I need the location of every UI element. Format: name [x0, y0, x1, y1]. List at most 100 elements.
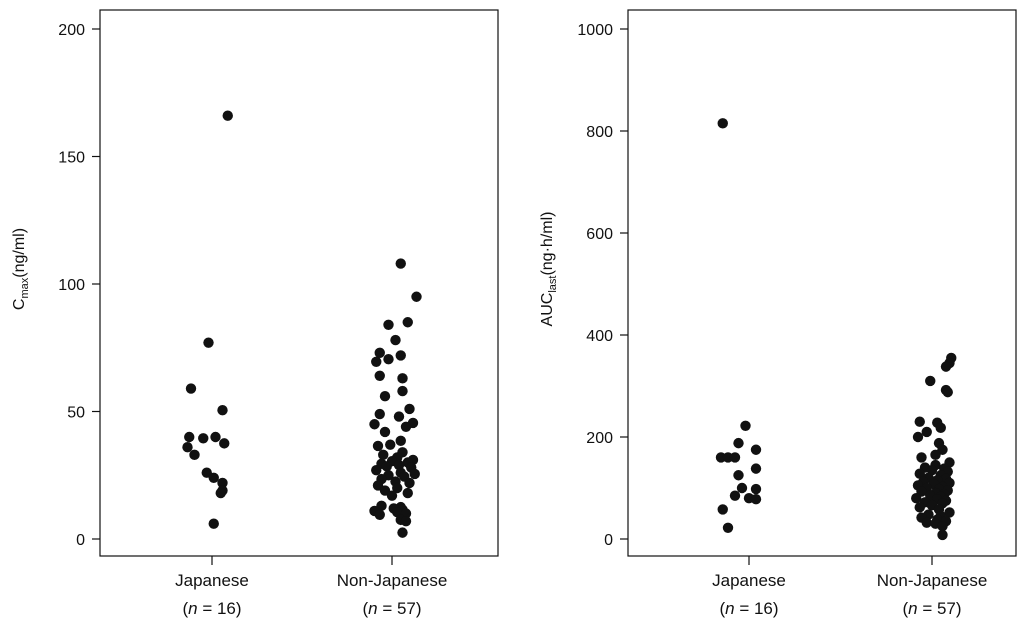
data-point [395, 435, 406, 447]
data-point [371, 464, 382, 476]
data-point [940, 361, 952, 372]
data-point [381, 461, 392, 472]
data-point [409, 468, 420, 480]
category-label: Non-Japanese [337, 571, 448, 590]
data-point [750, 494, 762, 505]
data-point [397, 385, 408, 397]
data-point [402, 487, 413, 499]
data-point [729, 452, 741, 463]
data-point [395, 258, 406, 269]
y-tick-label: 800 [586, 124, 613, 141]
data-point [390, 334, 401, 346]
data-point [914, 416, 925, 427]
data-point [740, 420, 751, 431]
y-tick-label: 200 [586, 430, 613, 447]
data-point [397, 527, 408, 538]
data-point [385, 439, 396, 450]
y-axis-label-unit: (ng/ml) [11, 228, 28, 278]
data-point [185, 383, 197, 394]
y-tick-label: 100 [58, 277, 85, 294]
data-point [935, 422, 946, 434]
data-point [208, 472, 219, 483]
data-point [750, 483, 762, 495]
plot-frame [99, 9, 499, 557]
y-axis-label: Cmax(ng/ml) [11, 228, 31, 310]
y-tick-label: 1000 [577, 22, 613, 39]
y-axis-label-main: C [11, 299, 28, 311]
data-point [914, 502, 925, 513]
data-point [733, 470, 744, 481]
y-axis-label-unit: (ng·h/ml) [539, 212, 556, 276]
data-point [383, 354, 394, 365]
data-point [219, 438, 230, 449]
data-point [729, 490, 741, 501]
y-tick-label: 150 [58, 150, 85, 167]
data-point [392, 482, 403, 494]
data-point [386, 490, 398, 501]
data-point [930, 449, 941, 461]
data-point [374, 370, 385, 381]
y-tick-label: 200 [58, 22, 85, 39]
data-point [402, 317, 413, 328]
y-axis-label: AUClast(ng·h/ml) [539, 212, 559, 327]
y-tick-label: 50 [67, 405, 85, 422]
data-point [379, 391, 391, 402]
y-axis-label-subscript: max [19, 277, 31, 298]
data-point [736, 482, 748, 494]
data-point [203, 337, 214, 348]
category-n-label: (n = 16) [182, 599, 241, 618]
data-point [942, 386, 953, 398]
category-n-label: (n = 16) [719, 599, 778, 618]
data-point [222, 110, 233, 121]
data-point [400, 421, 412, 432]
data-point [198, 433, 209, 444]
data-point [184, 431, 195, 443]
data-point [750, 463, 762, 474]
data-point [411, 291, 422, 302]
data-point [397, 373, 408, 384]
data-point [911, 493, 922, 504]
data-point [215, 487, 226, 499]
data-point [378, 449, 389, 461]
cmax-panel: 0 50 100 150 200 Cmax(ng/ml) Japanese (n = 16) N… [11, 9, 499, 618]
data-point [921, 426, 932, 438]
data-point [372, 440, 384, 452]
data-point [717, 504, 728, 515]
category-label: Japanese [712, 571, 786, 590]
data-point [374, 509, 385, 520]
data-point [722, 522, 734, 533]
data-point [210, 431, 221, 443]
data-point [379, 426, 391, 438]
data-point [937, 529, 948, 541]
category-n-label: (n = 57) [902, 599, 961, 618]
category-label: Japanese [175, 571, 249, 590]
data-point [208, 518, 219, 529]
data-point [400, 515, 412, 527]
data-point [404, 403, 415, 415]
y-tick-label: 0 [604, 532, 613, 549]
data-point [912, 431, 924, 443]
data-point [404, 477, 415, 489]
data-point [369, 419, 380, 430]
y-tick-label: 600 [586, 226, 613, 243]
data-point [374, 408, 385, 420]
auc-panel: 0 200 400 600 800 1000 AUClast(ng·h/ml) Japanes… [539, 9, 1017, 618]
data-point [937, 521, 948, 532]
data-point [217, 477, 228, 489]
data-point [717, 118, 728, 129]
data-point [914, 468, 925, 479]
data-point [944, 507, 955, 518]
data-point [374, 347, 385, 359]
y-axis-label-subscript: last [547, 276, 559, 293]
data-point [395, 350, 406, 361]
data-point [750, 444, 762, 455]
data-point [925, 375, 936, 387]
data-point [916, 452, 927, 463]
data-point [182, 442, 193, 453]
data-point [189, 449, 200, 461]
data-point [393, 411, 405, 422]
data-point [383, 319, 394, 330]
y-axis-label-main: AUC [539, 293, 556, 327]
category-label: Non-Japanese [877, 571, 988, 590]
